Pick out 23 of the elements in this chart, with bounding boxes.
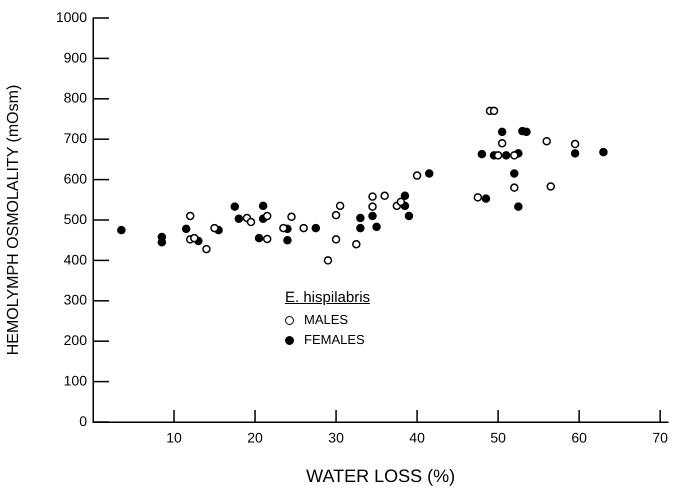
- x-axis-title: WATER LOSS (%): [306, 466, 456, 486]
- x-tick-label: 60: [571, 429, 588, 446]
- y-tick-label: 600: [64, 170, 88, 186]
- x-tick-label: 70: [652, 429, 668, 446]
- y-tick-label: 1000: [56, 8, 88, 25]
- y-tick-label: 800: [64, 90, 88, 106]
- x-tick-label: 30: [328, 429, 344, 446]
- y-tick-label: 100: [64, 372, 88, 388]
- y-tick-label: 400: [64, 251, 88, 268]
- x-tick-label: 20: [247, 429, 264, 446]
- y-tick-label: 500: [64, 210, 88, 227]
- y-tick-label: 300: [64, 292, 88, 308]
- y-tick-label: 700: [64, 130, 88, 146]
- x-tick-label: 10: [166, 429, 182, 446]
- x-tick-label: 50: [490, 429, 506, 446]
- legend-label: MALES: [304, 312, 348, 327]
- y-tick-label: 0: [79, 412, 88, 429]
- legend-label: FEMALES: [304, 332, 365, 347]
- y-tick-label: 200: [64, 332, 88, 348]
- legend-title: E. hispilabris: [285, 288, 370, 308]
- x-tick-label: 40: [409, 429, 426, 446]
- y-axis-title: HEMOLYMPH OSMOLALITY (mOsm): [5, 84, 22, 356]
- y-tick-label: 900: [64, 49, 88, 66]
